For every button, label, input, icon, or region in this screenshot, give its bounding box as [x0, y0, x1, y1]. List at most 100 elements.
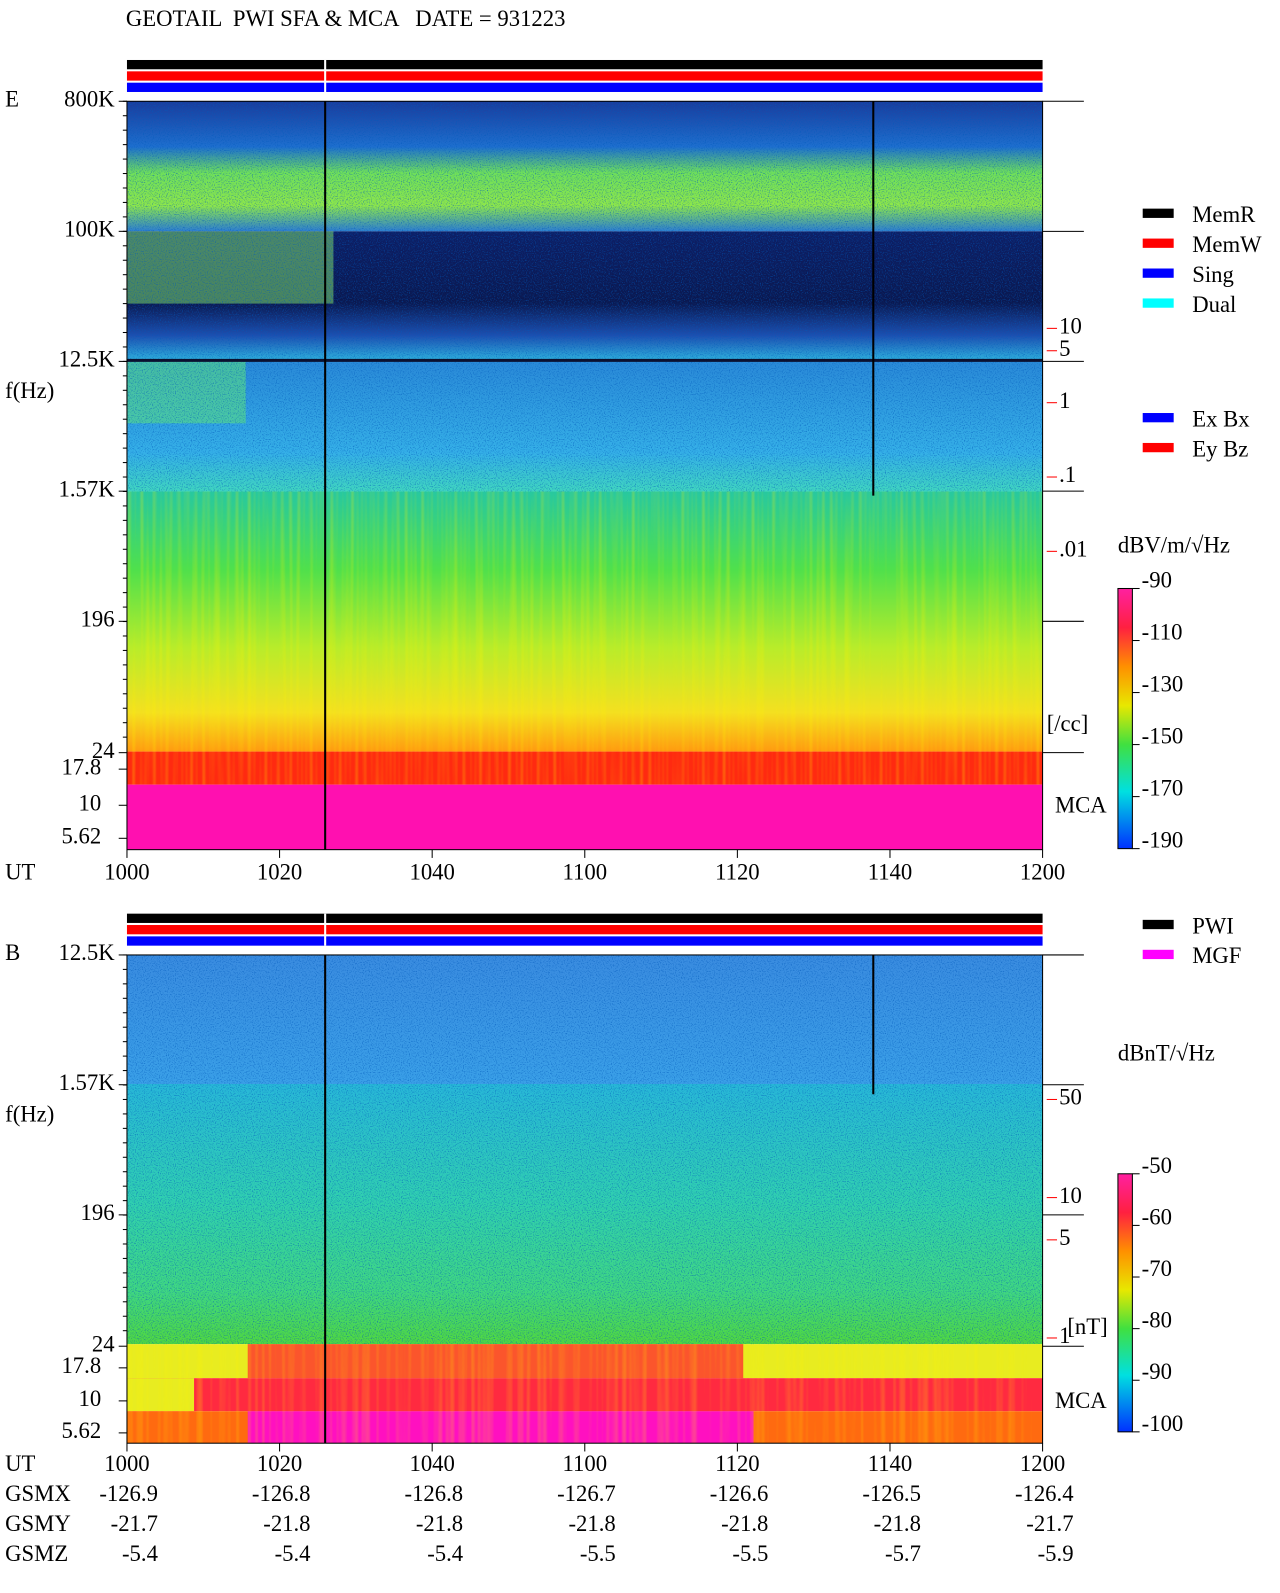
orbit-value: -126.9: [99, 1481, 158, 1506]
colorbar-tick-label: -150: [1142, 724, 1184, 749]
x-tick-label: 1040: [409, 1451, 454, 1476]
x-tick-label: 1200: [1020, 1451, 1065, 1476]
legend-swatch: [1142, 919, 1174, 930]
scale-tick-label: 1: [1059, 388, 1070, 413]
colorbar-tick-label: -70: [1142, 1256, 1172, 1281]
scale-tick-label: 1: [1059, 1323, 1070, 1348]
colorbar-tick-label: -100: [1142, 1411, 1184, 1436]
legend-label: Ex Bx: [1192, 406, 1250, 431]
orbit-value: -126.6: [710, 1481, 769, 1506]
x-tick-label: 1000: [104, 1451, 149, 1476]
orbit-label: GSMX: [5, 1481, 71, 1506]
orbit-value: -5.7: [885, 1541, 921, 1566]
colorbar-unit: dBV/m/√Hz: [1118, 532, 1230, 557]
orbit-value: -5.5: [732, 1541, 768, 1566]
scale-unit: [nT]: [1067, 1314, 1107, 1339]
y-axis-label: f(Hz): [5, 378, 54, 403]
colorbar-tick-label: -110: [1142, 620, 1183, 645]
y-tick-label: 1.57K: [58, 1070, 115, 1095]
b-noise: [126, 1344, 1043, 1444]
orbit-label: GSMZ: [5, 1541, 68, 1566]
orbit-value: -5.4: [122, 1541, 158, 1566]
legend-swatch: [1142, 949, 1174, 960]
e-spectrogram: [126, 101, 1043, 850]
y-tick-label: 800K: [64, 86, 115, 111]
panel-label: E: [5, 86, 19, 111]
mca-tick-label: 10: [78, 790, 101, 815]
scale-tick-label: .1: [1059, 462, 1076, 487]
orbit-value: -21.8: [263, 1511, 310, 1536]
x-tick-label: 1200: [1020, 860, 1065, 885]
x-tick-label: 1000: [104, 860, 149, 885]
colorbar-tick-label: -60: [1142, 1204, 1172, 1229]
orbit-value: -21.8: [416, 1511, 463, 1536]
legend-label: MemR: [1192, 202, 1256, 227]
colorbar-tick-label: -90: [1142, 1359, 1172, 1384]
y-tick-label: 24: [92, 738, 115, 763]
legend-label: MemW: [1192, 232, 1262, 257]
orbit-value: -21.8: [568, 1511, 615, 1536]
scale-tick-label: .01: [1059, 537, 1087, 562]
status-bar: [126, 913, 1043, 923]
x-tick-label: 1120: [715, 860, 760, 885]
orbit-value: -21.8: [874, 1511, 921, 1536]
legend-label: Ey Bz: [1192, 436, 1248, 461]
legend-swatch: [1142, 298, 1174, 308]
y-axis-label: f(Hz): [5, 1102, 54, 1127]
title: GEOTAIL PWI SFA & MCA DATE = 931223: [126, 6, 566, 31]
scale-tick-label: 10: [1059, 1183, 1082, 1208]
colorbar-tick-label: -190: [1142, 828, 1184, 853]
x-axis-label: UT: [5, 1451, 35, 1476]
x-tick-label: 1120: [715, 1451, 760, 1476]
legend-swatch: [1142, 238, 1174, 248]
mca-tick-label: 17.8: [61, 1353, 101, 1378]
mca-tick-label: 5.62: [61, 824, 101, 849]
legend-swatch: [1142, 413, 1174, 423]
orbit-value: -5.9: [1038, 1541, 1074, 1566]
legend-label: PWI: [1192, 913, 1234, 938]
y-tick-label: 196: [81, 1200, 115, 1225]
x-tick-label: 1100: [563, 1451, 608, 1476]
mca-tick-label: 17.8: [61, 754, 101, 779]
colorbar-tick-label: -80: [1142, 1308, 1172, 1333]
b-spectrogram: [126, 954, 1043, 1444]
scale-unit: [/cc]: [1047, 711, 1089, 736]
legend-swatch: [1142, 208, 1174, 218]
status-bar: [126, 71, 1043, 81]
legend-swatch: [1142, 268, 1174, 278]
x-tick-label: 1020: [257, 1451, 302, 1476]
colorbar-tick-label: -130: [1142, 672, 1184, 697]
scale-tick-label: 5: [1059, 336, 1070, 361]
orbit-value: -126.8: [252, 1481, 311, 1506]
status-bar: [126, 82, 1043, 92]
colorbar: [1117, 587, 1133, 850]
legend-label: Dual: [1192, 292, 1236, 317]
status-bar: [126, 59, 1043, 70]
colorbar-unit: dBnT/√Hz: [1118, 1040, 1215, 1065]
status-bar: [126, 936, 1043, 946]
scale-tick-label: 50: [1059, 1085, 1082, 1110]
mca-label: MCA: [1055, 793, 1107, 818]
mca-label: MCA: [1055, 1388, 1107, 1413]
legend-label: Sing: [1192, 262, 1234, 287]
orbit-value: -21.7: [1026, 1511, 1073, 1536]
colorbar-tick-label: -50: [1142, 1153, 1172, 1178]
y-tick-label: 12.5K: [58, 940, 115, 965]
y-tick-label: 100K: [64, 217, 115, 242]
e-mca-band: [126, 784, 1043, 850]
orbit-value: -5.4: [427, 1541, 463, 1566]
x-tick-label: 1100: [563, 860, 608, 885]
x-tick-label: 1140: [868, 860, 913, 885]
orbit-label: GSMY: [5, 1511, 71, 1536]
scale-tick-label: 5: [1059, 1225, 1070, 1250]
legend-label: MGF: [1192, 943, 1241, 968]
colorbar: [1117, 1173, 1133, 1433]
mca-tick-label: 10: [78, 1386, 101, 1411]
y-tick-label: 196: [81, 607, 115, 632]
scale-tick-label: 10: [1059, 314, 1082, 339]
orbit-value: -21.7: [111, 1511, 158, 1536]
e-noise: [126, 491, 1043, 785]
orbit-value: -5.4: [275, 1541, 311, 1566]
colorbar-tick-label: -90: [1142, 568, 1172, 593]
